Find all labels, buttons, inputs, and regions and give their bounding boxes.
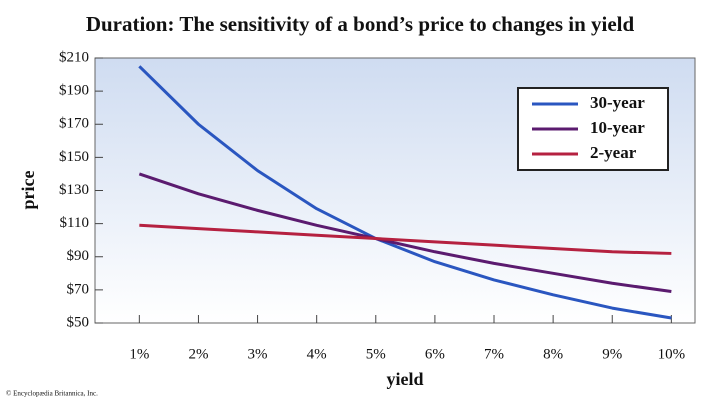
legend-label: 10-year (590, 118, 645, 137)
x-tick-label: 7% (484, 346, 504, 362)
y-tick-label: $210 (59, 49, 89, 65)
x-tick-label: 9% (602, 346, 622, 362)
y-axis-label: price (18, 171, 38, 210)
legend-label: 2-year (590, 143, 637, 162)
x-axis-label: yield (386, 369, 423, 389)
legend-label: 30-year (590, 93, 645, 112)
y-tick-label: $130 (59, 182, 89, 198)
y-tick-label: $190 (59, 83, 89, 99)
y-tick-label: $150 (59, 149, 89, 165)
y-tick-label: $50 (67, 314, 90, 330)
y-tick-label: $90 (67, 248, 90, 264)
chart-title: Duration: The sensitivity of a bond’s pr… (86, 12, 635, 36)
x-tick-label: 3% (248, 346, 268, 362)
series-line (139, 223, 672, 255)
series-line (138, 65, 672, 320)
x-tick-label: 6% (425, 346, 445, 362)
x-tick-label: 8% (543, 346, 563, 362)
credit: © Encyclopædia Britannica, Inc. (6, 390, 98, 398)
y-tick-label: $170 (59, 116, 89, 132)
x-tick-label: 1% (129, 346, 149, 362)
y-tick-label: $110 (60, 215, 89, 231)
y-tick-label: $70 (67, 281, 90, 297)
x-tick-label: 5% (366, 346, 386, 362)
x-tick-label: 10% (658, 346, 686, 362)
x-tick-label: 2% (188, 346, 208, 362)
x-tick-label: 4% (307, 346, 327, 362)
series-line (138, 172, 672, 294)
